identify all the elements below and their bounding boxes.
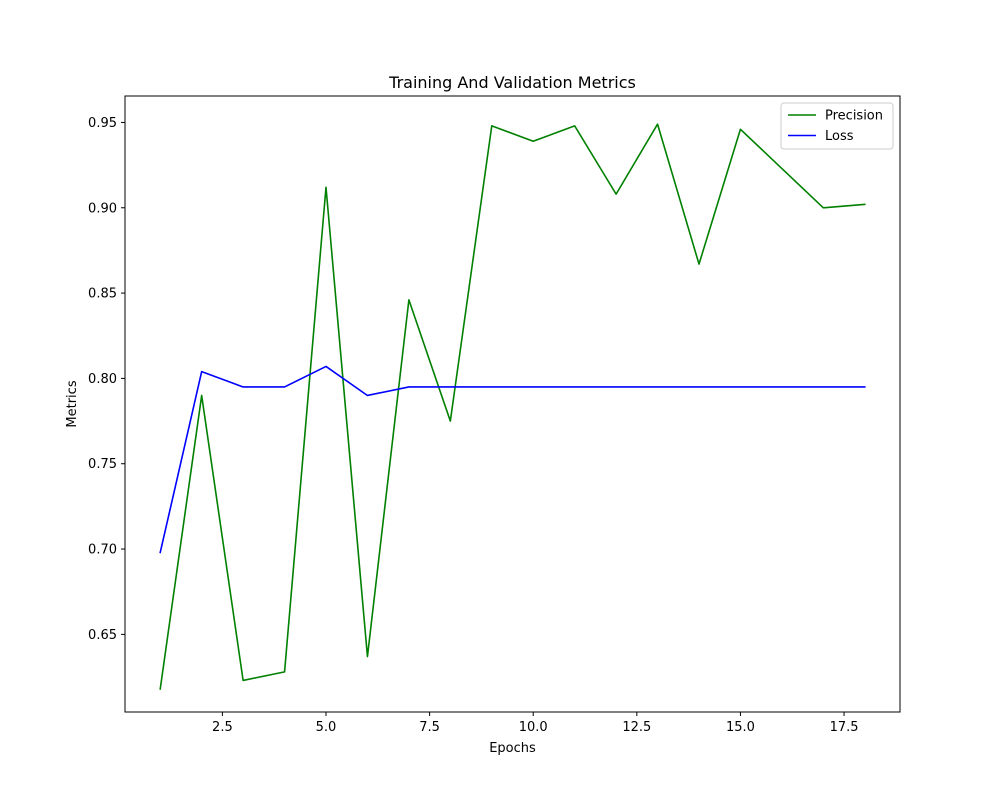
legend-label-precision: Precision bbox=[825, 109, 883, 124]
y-tick-label: 0.90 bbox=[88, 201, 117, 216]
y-tick-label: 0.65 bbox=[88, 628, 117, 643]
y-tick-label: 0.85 bbox=[88, 287, 117, 302]
legend: Precision Loss bbox=[780, 102, 894, 150]
y-tick-label: 0.80 bbox=[88, 372, 117, 387]
x-tick-label: 17.5 bbox=[830, 720, 859, 735]
series-layer bbox=[159, 123, 866, 690]
plot-frame bbox=[124, 95, 901, 713]
x-axis: 2.5 5.0 7.5 10.0 12.5 15.0 17.5 bbox=[212, 712, 859, 735]
y-tick-label: 0.70 bbox=[88, 543, 117, 558]
y-axis: 0.65 0.70 0.75 0.80 0.85 0.90 0.95 bbox=[88, 116, 125, 643]
y-tick-label: 0.95 bbox=[88, 116, 117, 131]
y-axis-label: Metrics bbox=[65, 380, 80, 427]
x-tick-label: 12.5 bbox=[622, 720, 651, 735]
x-tick-label: 15.0 bbox=[726, 720, 755, 735]
y-tick-label: 0.75 bbox=[88, 457, 117, 472]
x-tick-label: 5.0 bbox=[316, 720, 337, 735]
x-tick-label: 10.0 bbox=[519, 720, 548, 735]
x-tick-label: 7.5 bbox=[419, 720, 440, 735]
series-line-precision bbox=[159, 123, 866, 690]
series-line-loss bbox=[159, 365, 866, 554]
x-tick-label: 2.5 bbox=[212, 720, 233, 735]
legend-label-loss: Loss bbox=[825, 129, 854, 144]
x-axis-label: Epochs bbox=[489, 741, 536, 756]
chart-title: Training And Validation Metrics bbox=[388, 73, 636, 92]
